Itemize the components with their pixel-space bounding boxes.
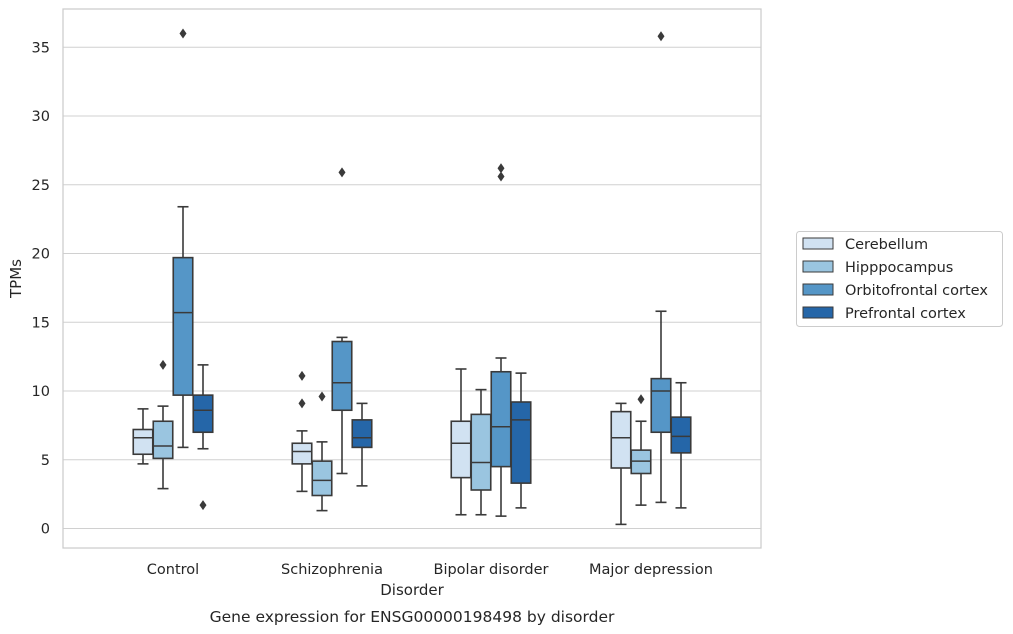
- box-0-0: [132, 408, 154, 465]
- outlier-point: [159, 359, 167, 370]
- outlier-point: [199, 500, 207, 511]
- y-tick-label: 20: [32, 247, 50, 263]
- y-axis-label: TPMs: [7, 259, 25, 299]
- y-tick-label: 35: [32, 40, 50, 56]
- y-tick-label: 0: [41, 522, 50, 538]
- y-tick-label: 5: [41, 453, 50, 469]
- x-tick-label: Bipolar disorder: [434, 562, 549, 578]
- box-0-1: [291, 370, 313, 493]
- box-2-0: [172, 28, 194, 449]
- outlier-point: [318, 391, 326, 402]
- y-axis-ticks: 0 5 10 15 20 25 30 35: [32, 40, 50, 537]
- box-iqr: [470, 413, 492, 491]
- box-1-1: [311, 391, 333, 512]
- plot-frame: [62, 8, 762, 549]
- box-iqr: [450, 420, 472, 479]
- box-iqr: [152, 420, 174, 460]
- outlier-point: [338, 167, 346, 178]
- box-0-3: [610, 402, 632, 526]
- outlier-point: [497, 171, 505, 182]
- y-tick-label: 25: [32, 178, 50, 194]
- box-1-0: [152, 359, 174, 490]
- outlier-point: [179, 28, 187, 39]
- box-iqr: [510, 401, 532, 484]
- y-tick-label: 10: [32, 384, 50, 400]
- box-2-2: [490, 163, 512, 517]
- legend-entry-label: Prefrontal cortex: [845, 306, 966, 322]
- x-axis-ticks: Control Schizophrenia Bipolar disorder Majo…: [147, 562, 713, 578]
- x-tick-label: Schizophrenia: [281, 562, 383, 578]
- x-tick-label: Control: [147, 562, 199, 578]
- box-2-1: [331, 167, 353, 475]
- box-iqr: [670, 416, 692, 454]
- chart-caption: Gene expression for ENSG00000198498 by d…: [210, 608, 615, 626]
- box-3-1: [351, 402, 373, 487]
- y-tick-label: 15: [32, 315, 50, 331]
- box-plot-marks: [132, 28, 692, 526]
- outlier-point: [298, 398, 306, 409]
- box-1-2: [470, 388, 492, 516]
- box-iqr: [192, 394, 214, 434]
- box-iqr: [351, 419, 373, 449]
- outlier-point: [497, 163, 505, 174]
- outlier-point: [298, 370, 306, 381]
- legend-entry-label: Orbitofrontal cortex: [845, 283, 988, 299]
- box-iqr: [172, 256, 194, 396]
- box-iqr: [331, 340, 353, 412]
- y-tick-label: 30: [32, 109, 50, 125]
- legend-swatch: [802, 237, 834, 250]
- outlier-point: [637, 394, 645, 405]
- box-iqr: [650, 377, 672, 434]
- box-3-0: [192, 364, 214, 511]
- legend-swatch: [802, 283, 834, 296]
- legend-swatch: [802, 306, 834, 319]
- box-1-3: [630, 394, 652, 506]
- x-axis-label: Disorder: [380, 581, 444, 599]
- legend-swatch: [802, 260, 834, 273]
- box-2-3: [650, 31, 672, 504]
- box-3-3: [670, 381, 692, 509]
- outlier-point: [657, 31, 665, 42]
- box-iqr: [132, 428, 154, 456]
- legend-frame: [796, 231, 1003, 327]
- box-iqr: [610, 410, 632, 469]
- box-iqr: [490, 370, 512, 468]
- x-tick-label: Major depression: [589, 562, 713, 578]
- box-3-2: [510, 372, 532, 509]
- box-iqr: [311, 460, 333, 497]
- box-iqr: [291, 442, 313, 465]
- legend-entry-label: Cerebellum: [845, 237, 928, 253]
- legend: Cerebellum Hipppocampus Orbitofrontal cort…: [796, 231, 1003, 327]
- legend-entry-label: Hipppocampus: [845, 260, 953, 276]
